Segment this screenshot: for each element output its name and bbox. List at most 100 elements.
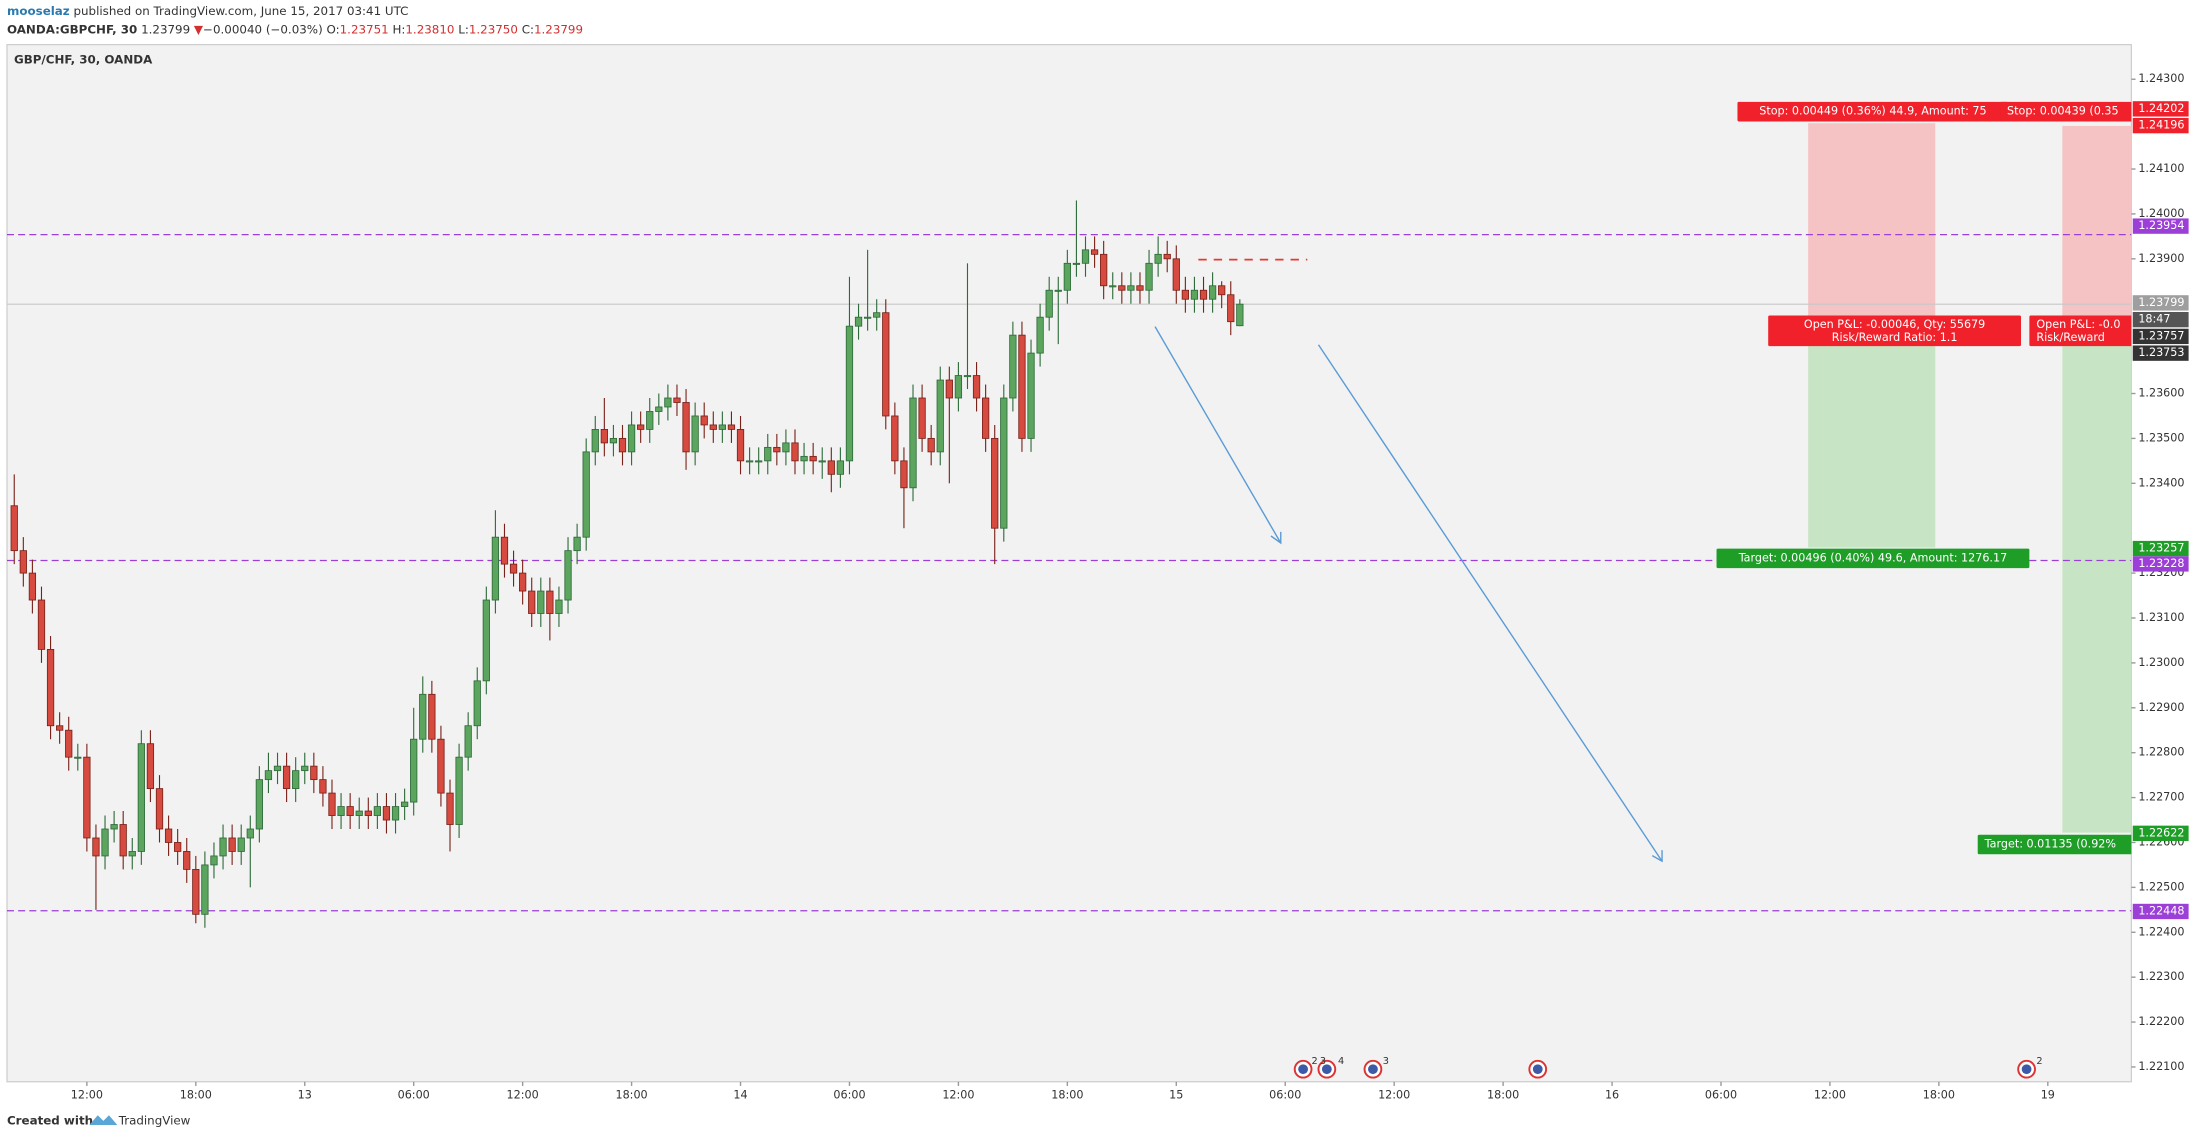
o-label: O: (327, 22, 340, 36)
candle-body (1081, 249, 1090, 264)
candle-body (945, 379, 953, 399)
y-tick-label: 1.22200 (2138, 1015, 2184, 1028)
author: mooselaz (7, 4, 70, 18)
position-text: Target: 0.00496 (0.40%) 49.6, Amount: 12… (1738, 551, 2007, 564)
candle-body (755, 460, 763, 463)
candle-body (382, 806, 391, 821)
position-label: Target: 0.00496 (0.40%) 49.6, Amount: 12… (1716, 548, 2030, 569)
candle-body (1163, 253, 1171, 260)
c-value: 1.23799 (534, 22, 583, 36)
candle-body (709, 424, 717, 430)
candle-body (446, 792, 454, 825)
candle-body (836, 460, 845, 475)
candle-body (546, 590, 554, 614)
candle-body (1090, 249, 1099, 255)
candle-body (373, 806, 382, 816)
l-value: 1.23750 (469, 22, 518, 36)
o-value: 1.23751 (340, 22, 389, 36)
candle-body (745, 460, 754, 463)
candle-body (74, 756, 82, 759)
candle-body (355, 810, 363, 816)
candle-body (255, 779, 263, 830)
last-price: 1.23799 (141, 22, 190, 36)
candle-body (664, 397, 672, 408)
position-label: Stop: 0.00449 (0.36%) 44.9, Amount: 75 (1737, 101, 2009, 122)
candle-body (491, 536, 500, 601)
c-label: C: (522, 22, 534, 36)
candle-body (328, 792, 336, 816)
candle-body (691, 415, 699, 453)
x-tick-label: 16 (1605, 1089, 1619, 1102)
candle-body (800, 455, 808, 462)
plot (6, 123, 2132, 928)
h-label: H: (392, 22, 405, 36)
x-tick-label: 15 (1169, 1089, 1183, 1102)
candle-body (863, 316, 872, 319)
candle-body (1181, 289, 1189, 300)
candle-body (310, 765, 318, 781)
candle-body (927, 437, 935, 453)
x-tick-label: 12:00 (1378, 1089, 1410, 1102)
y-tick-label: 1.23000 (2138, 656, 2184, 669)
candle-body (473, 680, 481, 727)
y-tick-label: 1.23500 (2138, 431, 2184, 444)
price-tag-label: 1.24202 (2138, 102, 2184, 115)
x-tick-label: 06:00 (398, 1089, 430, 1102)
price-tag-label: 1.24196 (2138, 119, 2184, 132)
candle-body (201, 864, 209, 915)
candle-body (809, 455, 817, 462)
arrow-line (1154, 326, 1282, 544)
candle-body (991, 437, 999, 529)
candle-body (627, 424, 636, 453)
candle-body (1118, 285, 1126, 291)
candle-body (827, 460, 835, 475)
candle-body (419, 693, 427, 740)
event-count: 3 (1320, 1056, 1326, 1067)
header-line-2: OANDA:GBPCHF, 30 1.23799 ▼−0.00040 (−0.0… (7, 22, 583, 36)
direction: ▼ (194, 22, 204, 36)
candle-body (1127, 285, 1135, 291)
candle-body (609, 437, 618, 444)
candle-body (128, 851, 136, 857)
candle-body (19, 550, 27, 574)
position-label: Stop: 0.00439 (0.35 (2000, 101, 2132, 122)
y-tick-label: 1.23100 (2138, 611, 2184, 624)
candle-body (1109, 285, 1117, 288)
candle-body (509, 563, 518, 574)
position-text: Target: 0.01135 (0.92% (1984, 837, 2116, 850)
candle-body (582, 451, 590, 538)
label-box (1716, 548, 2030, 569)
candle-body (1227, 294, 1235, 323)
x-tick-label: 18:00 (615, 1089, 647, 1102)
candle-body (646, 411, 654, 430)
arrow-line (1317, 344, 1663, 862)
candle-body (600, 429, 608, 444)
candle-body (83, 756, 91, 839)
candle-body (237, 837, 245, 852)
candle-body (900, 460, 908, 489)
event-count: 2 (1311, 1056, 1317, 1067)
label-box (2000, 101, 2132, 122)
event-flag (2021, 1064, 2032, 1075)
x-tick-label: 12:00 (71, 1089, 103, 1102)
candle-body (873, 312, 881, 318)
price-tag-label: 1.23757 (2138, 329, 2184, 342)
event-count: 2 (2036, 1056, 2042, 1067)
symbol: OANDA:GBPCHF, 30 (7, 22, 137, 36)
price-tag-label: 1.23228 (2138, 557, 2184, 570)
event-flag (1298, 1064, 1308, 1075)
candle-body (46, 649, 55, 727)
candle-body (319, 779, 327, 794)
x-tick-label: 13 (298, 1089, 312, 1102)
x-tick-label: 12:00 (1814, 1089, 1846, 1102)
y-tick-label: 1.22500 (2138, 880, 2184, 893)
candle-body (700, 415, 708, 426)
price-tag-label: 1.23753 (2138, 346, 2184, 359)
event-flag (1321, 1064, 1332, 1075)
candle-body (1009, 334, 1017, 399)
candle-body (1054, 289, 1062, 292)
published: published on TradingView.com, June 15, 2… (74, 4, 409, 18)
candle-body (618, 437, 627, 453)
candle-body (718, 424, 726, 430)
candle-body (1236, 303, 1244, 327)
